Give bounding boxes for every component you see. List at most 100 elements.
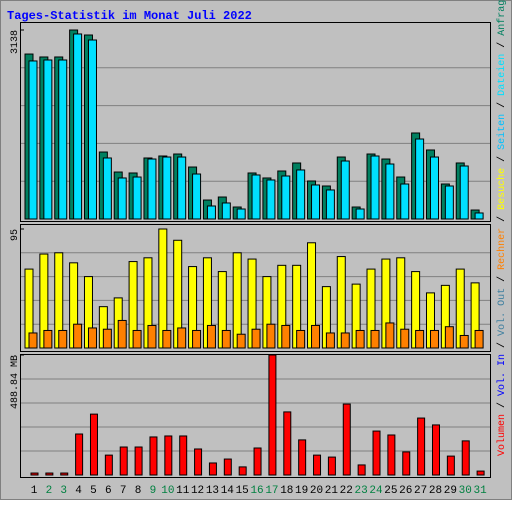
bar: [164, 435, 173, 476]
bar: [266, 179, 276, 220]
bar: [28, 332, 38, 349]
bar: [417, 417, 426, 476]
legend-separator: /: [496, 36, 508, 54]
bar: [60, 472, 69, 476]
bar: [474, 329, 484, 349]
bar: [119, 446, 128, 476]
legend-separator: /: [496, 270, 508, 288]
bar: [281, 175, 291, 220]
legend-entry: Dateien: [496, 54, 508, 96]
bar: [357, 464, 366, 476]
bar: [221, 329, 231, 349]
bar: [43, 59, 53, 220]
bar: [87, 39, 97, 220]
bar: [132, 329, 142, 349]
x-tick-label: 2: [46, 485, 53, 497]
x-tick-label: 3: [60, 485, 67, 497]
legend-separator: /: [496, 336, 508, 354]
bar: [385, 322, 395, 349]
bar: [400, 328, 410, 349]
bar: [313, 454, 322, 476]
x-tick-label: 31: [473, 485, 487, 497]
bar: [238, 466, 247, 476]
bar: [192, 173, 202, 220]
legend-separator: /: [496, 210, 508, 228]
bar: [283, 411, 292, 476]
bar: [75, 433, 84, 476]
x-tick-label: 21: [325, 485, 339, 497]
x-tick-label: 15: [236, 485, 249, 497]
bar: [147, 324, 157, 349]
x-tick-label: 22: [340, 485, 353, 497]
bar: [415, 138, 425, 220]
bar: [58, 329, 68, 349]
x-tick-label: 23: [355, 485, 368, 497]
legend-entry: Vol. In: [496, 354, 508, 396]
bar: [429, 156, 439, 220]
bar: [298, 439, 307, 476]
bar: [355, 208, 365, 220]
bar: [327, 456, 336, 476]
x-tick-label: 8: [135, 485, 142, 497]
bar: [132, 176, 142, 220]
x-tick-label: 30: [459, 485, 472, 497]
bar: [117, 319, 127, 349]
bar: [192, 329, 202, 349]
legend-entry: Anfragen: [496, 0, 508, 36]
bar: [385, 163, 395, 220]
bar: [340, 160, 350, 220]
x-tick-label: 10: [161, 485, 174, 497]
bar: [45, 472, 54, 476]
bar: [104, 454, 113, 476]
legend-entry: Vol. Out: [496, 288, 508, 336]
x-tick-label: 14: [221, 485, 235, 497]
x-tick-label: 29: [444, 485, 457, 497]
bar: [387, 434, 396, 476]
bar: [370, 155, 380, 220]
bar: [43, 329, 53, 349]
bar: [342, 403, 351, 476]
bar: [251, 328, 261, 349]
bar: [370, 329, 380, 349]
bar: [102, 157, 112, 220]
bar: [149, 436, 158, 476]
legend-entry: Volumen: [496, 414, 508, 456]
bar: [30, 472, 39, 476]
bar: [253, 447, 262, 476]
bar: [325, 189, 335, 220]
chart-title: Tages-Statistik im Monat Juli 2022: [7, 9, 252, 23]
x-tick-label: 7: [120, 485, 127, 497]
bar: [236, 333, 246, 349]
bar: [58, 59, 68, 220]
legend-entry: Seiten: [496, 114, 508, 150]
bar: [194, 448, 203, 476]
bar: [206, 205, 216, 220]
x-tick-label: 5: [90, 485, 97, 497]
bar: [444, 326, 454, 349]
bar: [459, 165, 469, 220]
bar: [446, 455, 455, 476]
legend-entry: Besuche: [496, 168, 508, 210]
bar: [268, 354, 277, 476]
bar: [147, 158, 157, 220]
x-tick-label: 6: [105, 485, 112, 497]
bar: [311, 324, 321, 349]
x-tick-label: 9: [150, 485, 157, 497]
bar: [206, 324, 216, 349]
bar: [251, 174, 261, 220]
x-tick-label: 12: [191, 485, 204, 497]
bar: [296, 169, 306, 220]
x-tick-label: 24: [369, 485, 383, 497]
bar: [266, 323, 276, 349]
bar: [177, 156, 187, 220]
bar: [208, 462, 217, 476]
bar: [415, 329, 425, 349]
x-tick-label: 25: [384, 485, 397, 497]
x-tick-label: 4: [75, 485, 82, 497]
bar: [162, 156, 172, 220]
y-tick-label: 3138: [10, 30, 21, 54]
x-tick-label: 13: [206, 485, 219, 497]
bar: [444, 185, 454, 220]
